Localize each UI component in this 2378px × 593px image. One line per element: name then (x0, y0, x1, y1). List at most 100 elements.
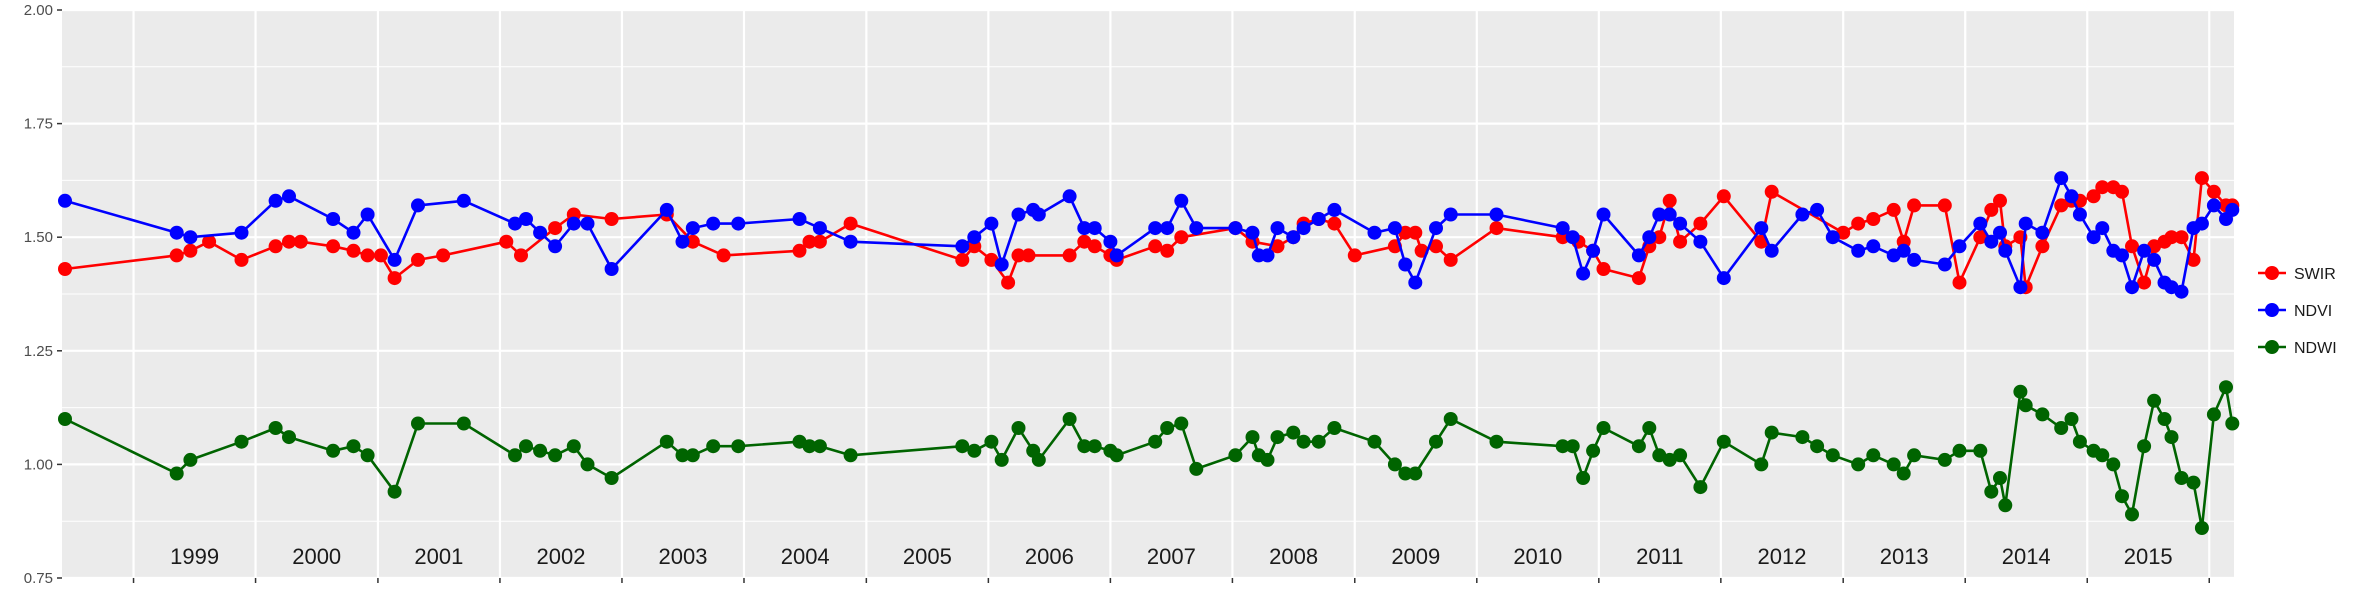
y-axis: 0.75 1.00 1.25 1.50 1.75 2.00 (24, 2, 62, 587)
data-point-ndwi (1764, 425, 1779, 440)
data-point-ndvi (1228, 221, 1243, 236)
data-point-ndwi (58, 412, 72, 426)
data-point-ndvi (1973, 216, 1988, 231)
data-point-swir (2164, 230, 2179, 245)
data-point-ndwi (566, 439, 581, 454)
data-point-ndwi (282, 430, 296, 445)
data-point-swir (1270, 239, 1285, 254)
data-point-swir (1764, 184, 1779, 199)
data-point-ndwi (169, 466, 184, 481)
y-tick-label: 1.00 (24, 456, 53, 473)
data-point-ndwi (1062, 412, 1077, 426)
legend-key-point (2265, 303, 2279, 317)
data-point-ndwi (456, 416, 471, 431)
data-point-swir (2137, 275, 2152, 290)
data-point-ndwi (580, 457, 595, 472)
data-point-ndvi (1148, 221, 1163, 236)
data-point-swir (373, 248, 388, 263)
y-tick-label: 1.25 (24, 343, 53, 360)
year-label: 2007 (1147, 544, 1196, 569)
data-point-swir (234, 252, 249, 267)
data-point-swir (326, 239, 341, 254)
data-point-ndvi (1260, 248, 1275, 263)
data-point-ndvi (2095, 221, 2110, 236)
data-point-ndvi (2086, 230, 2101, 245)
year-label: 2014 (2002, 544, 2051, 569)
data-point-ndwi (812, 439, 827, 454)
data-point-ndvi (2018, 216, 2033, 231)
data-point-ndwi (2137, 439, 2152, 454)
data-point-ndwi (1160, 421, 1175, 435)
data-point-ndwi (675, 448, 690, 463)
data-point-ndwi (2174, 471, 2189, 485)
data-point-swir (2086, 189, 2101, 204)
grid-minor (62, 66, 2234, 522)
data-point-ndwi (1270, 430, 1285, 445)
data-point-swir (346, 243, 361, 258)
data-point-ndwi (1174, 416, 1189, 431)
data-point-swir (1408, 225, 1423, 240)
data-point-ndvi (456, 193, 471, 208)
data-point-ndvi (1087, 221, 1102, 236)
year-label: 2000 (292, 544, 341, 569)
data-point-ndvi (2035, 225, 2050, 240)
data-point-ndwi (2157, 412, 2172, 426)
data-point-swir (1021, 248, 1036, 263)
data-point-ndvi (1398, 257, 1413, 272)
data-point-swir (1174, 230, 1189, 245)
data-point-ndwi (2095, 448, 2110, 463)
year-label: 2009 (1391, 544, 1440, 569)
data-point-ndwi (2072, 434, 2087, 449)
data-point-ndvi (1408, 275, 1423, 290)
data-point-ndvi (1174, 193, 1189, 208)
data-point-ndvi (1011, 207, 1026, 222)
data-point-ndvi (1296, 221, 1311, 236)
data-point-swir (1973, 230, 1988, 245)
year-label: 2015 (2124, 544, 2173, 569)
data-point-swir (282, 234, 296, 249)
data-point-ndwi (1998, 498, 2013, 513)
year-label: 2012 (1758, 544, 1807, 569)
data-point-swir (1673, 234, 1688, 249)
data-point-ndvi (1367, 225, 1382, 240)
series-line-ndvi (64, 176, 2234, 294)
data-point-ndvi (1998, 243, 2013, 258)
data-point-ndvi (2225, 202, 2240, 217)
data-point-ndvi (1327, 202, 1342, 217)
data-point-ndvi (1764, 243, 1779, 258)
data-point-swir (1062, 248, 1077, 263)
data-point-ndvi (2137, 243, 2152, 258)
year-labels: 1999 2000 2001 2002 2003 2004 2005 2006 2007 2008… (170, 544, 2173, 569)
data-point-ndwi (1260, 452, 1275, 467)
data-point-ndvi (1937, 257, 1952, 272)
data-point-ndwi (1489, 434, 1504, 449)
data-point-ndwi (1398, 466, 1413, 481)
data-point-ndwi (326, 443, 341, 458)
data-point-ndvi (326, 212, 341, 226)
data-point-ndwi (268, 421, 283, 435)
data-point-ndwi (1596, 421, 1611, 435)
data-point-swir (955, 252, 970, 267)
legend-label-ndvi: NDVI (2294, 303, 2332, 320)
data-point-ndvi (1993, 225, 2007, 240)
data-point-ndvi (169, 225, 184, 240)
data-point-swir (792, 243, 807, 258)
data-point-swir (202, 234, 217, 249)
data-point-ndvi (282, 189, 296, 204)
data-point-ndvi (2064, 189, 2079, 204)
data-point-ndwi (183, 452, 198, 467)
data-point-swir (1327, 216, 1342, 231)
data-point-swir (2186, 252, 2201, 267)
data-point-ndvi (1576, 266, 1591, 281)
data-point-ndwi (1866, 448, 1881, 463)
data-point-ndwi (234, 434, 249, 449)
data-point-swir (514, 248, 528, 263)
data-point-ndwi (2115, 489, 2129, 504)
data-point-ndvi (1851, 243, 1866, 258)
data-point-swir (1160, 243, 1175, 258)
data-point-ndvi (1489, 207, 1504, 222)
data-point-ndvi (1160, 221, 1175, 236)
data-point-swir (1443, 252, 1458, 267)
data-point-ndwi (984, 434, 999, 449)
